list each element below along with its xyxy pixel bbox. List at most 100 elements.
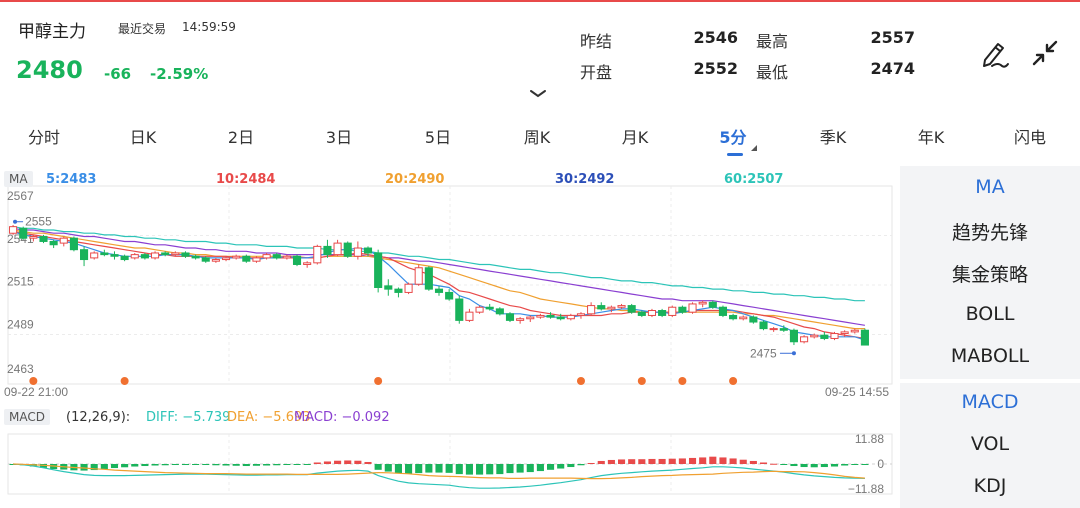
tab-year-k[interactable]: 年K bbox=[917, 128, 945, 147]
macd-bar bbox=[830, 464, 839, 467]
top-accent-line bbox=[0, 0, 1080, 2]
candle-body bbox=[90, 252, 99, 259]
macd-bar bbox=[526, 464, 534, 473]
candle-body bbox=[860, 329, 869, 346]
candle-body bbox=[840, 331, 849, 335]
indicator-panel bbox=[900, 166, 1080, 508]
candle-body bbox=[29, 236, 38, 239]
tab-3-day[interactable]: 3日 bbox=[325, 128, 353, 147]
macd-bar bbox=[851, 464, 859, 465]
tab-5-min[interactable]: 5分 bbox=[719, 128, 747, 147]
indicator-kdj[interactable]: KDJ bbox=[973, 475, 1007, 497]
macd-bar bbox=[861, 464, 869, 465]
indicator-gold-strategy[interactable]: 集金策略 bbox=[951, 264, 1028, 286]
macd-bar bbox=[688, 457, 697, 464]
macd-bar bbox=[759, 462, 768, 464]
candle-body bbox=[292, 255, 302, 265]
candle-body bbox=[404, 283, 413, 293]
macd-bar bbox=[820, 464, 828, 468]
candle-body bbox=[9, 226, 18, 234]
candle-body bbox=[262, 254, 271, 259]
macd-bar bbox=[110, 464, 119, 469]
macd-bar bbox=[252, 464, 261, 466]
ma-tag[interactable]: MA bbox=[4, 171, 33, 187]
macd-bar bbox=[719, 457, 727, 464]
candle-body bbox=[566, 314, 575, 320]
candle-body bbox=[729, 314, 738, 320]
tab-flash[interactable]: 闪电 bbox=[1013, 128, 1046, 147]
time-axis-start: 09-22 21:00 bbox=[4, 385, 68, 399]
tab-day-k[interactable]: 日K bbox=[129, 128, 157, 147]
macd-bar bbox=[536, 464, 544, 472]
price-change: -66 bbox=[104, 65, 132, 83]
candle-body bbox=[445, 291, 454, 300]
candle-body bbox=[739, 316, 748, 320]
candle-body bbox=[688, 303, 697, 313]
macd-bar bbox=[749, 460, 757, 464]
macd-bar bbox=[668, 458, 676, 464]
candle-body bbox=[505, 313, 515, 321]
macd-bar bbox=[394, 464, 402, 474]
macd-bar bbox=[607, 459, 615, 464]
macd-bar bbox=[283, 464, 291, 466]
tab-quarter-k[interactable]: 季K bbox=[819, 128, 847, 147]
panel-divider bbox=[900, 379, 1080, 383]
macd-bar bbox=[374, 464, 382, 470]
candle-body bbox=[850, 329, 859, 333]
macd-bar bbox=[263, 464, 271, 466]
tab-2-day[interactable]: 2日 bbox=[227, 128, 255, 147]
macd-bar bbox=[567, 464, 575, 468]
indicator-ma[interactable]: MA bbox=[975, 176, 1005, 198]
indicator-boll[interactable]: BOLL bbox=[965, 303, 1015, 325]
macd-bar bbox=[161, 464, 169, 466]
collapse-icon[interactable] bbox=[1028, 36, 1062, 70]
contract-name: 甲醇主力 bbox=[18, 22, 86, 42]
event-marker-dot bbox=[374, 377, 383, 385]
indicator-trend-pioneer[interactable]: 趋势先锋 bbox=[951, 222, 1028, 244]
macd-axis-tick: 0 bbox=[877, 457, 884, 471]
macd-bar bbox=[780, 464, 788, 465]
macd-bar bbox=[516, 464, 524, 473]
prev-settle-label: 昨结 bbox=[580, 32, 613, 51]
time-axis-end: 09-25 14:55 bbox=[825, 385, 889, 399]
candle-body bbox=[668, 306, 677, 316]
tab-fenshi[interactable]: 分时 bbox=[27, 128, 60, 147]
max-marker-dot bbox=[13, 219, 18, 224]
macd-bar bbox=[293, 464, 301, 465]
candle-body bbox=[282, 255, 291, 259]
candle-body bbox=[394, 288, 403, 293]
macd-bar bbox=[445, 464, 453, 473]
price-change-percent: -2.59% bbox=[150, 65, 209, 83]
candle-body bbox=[221, 257, 231, 261]
indicator-macd[interactable]: MACD bbox=[961, 391, 1019, 413]
candle-body bbox=[191, 255, 200, 259]
macd-bar bbox=[100, 464, 108, 470]
candle-body bbox=[546, 314, 555, 318]
candle-body bbox=[69, 237, 78, 251]
tab-month-k[interactable]: 月K bbox=[621, 128, 649, 147]
candle-body bbox=[272, 254, 281, 259]
macd-bar bbox=[323, 461, 331, 464]
chevron-down-icon[interactable] bbox=[528, 85, 548, 99]
indicator-maboll[interactable]: MABOLL bbox=[950, 345, 1030, 367]
candle-body bbox=[19, 227, 28, 239]
candle-body bbox=[779, 328, 788, 331]
price-axis-tick: 2489 bbox=[7, 317, 34, 331]
candle-body bbox=[495, 308, 504, 315]
candle-body bbox=[769, 328, 778, 331]
candle-body bbox=[576, 313, 586, 316]
candle-body bbox=[810, 334, 819, 338]
max-price-label: 2555 bbox=[25, 215, 52, 229]
macd-bar bbox=[212, 464, 220, 466]
tab-5-day[interactable]: 5日 bbox=[424, 128, 452, 147]
macd-tag[interactable]: MACD bbox=[4, 409, 50, 425]
pen-icon[interactable] bbox=[978, 36, 1012, 70]
macd-bar bbox=[800, 464, 808, 468]
macd-axis-tick: 11.88 bbox=[855, 432, 884, 446]
indicator-vol[interactable]: VOL bbox=[970, 433, 1010, 455]
trade-time: 14:59:59 bbox=[182, 20, 236, 34]
candle-body bbox=[587, 305, 596, 315]
candle-body bbox=[637, 311, 646, 316]
tab-week-k[interactable]: 周K bbox=[523, 128, 551, 147]
